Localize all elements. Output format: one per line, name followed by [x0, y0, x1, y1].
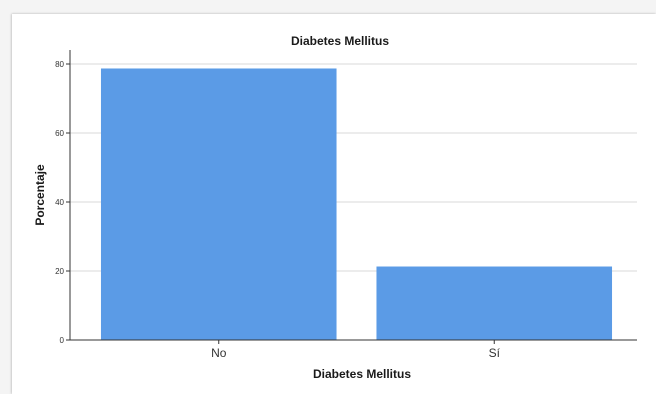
bars	[100, 68, 613, 341]
y-tick-label: 40	[55, 198, 64, 207]
x-categories: No Sí	[211, 340, 501, 360]
y-tick-label: 80	[55, 60, 64, 69]
bar-si	[376, 266, 613, 340]
x-category-label: Sí	[489, 346, 501, 360]
bar-no	[100, 68, 337, 341]
y-axis-title: Porcentaje	[33, 164, 47, 226]
y-tick-label: 20	[55, 267, 64, 276]
x-axis-title: Diabetes Mellitus	[313, 367, 411, 381]
y-tick-label: 60	[55, 129, 64, 138]
y-tick-label: 0	[60, 336, 65, 345]
y-ticks: 0 20 40 60 80	[55, 60, 70, 345]
x-category-label: No	[211, 346, 227, 360]
chart-title: Diabetes Mellitus	[291, 34, 389, 48]
